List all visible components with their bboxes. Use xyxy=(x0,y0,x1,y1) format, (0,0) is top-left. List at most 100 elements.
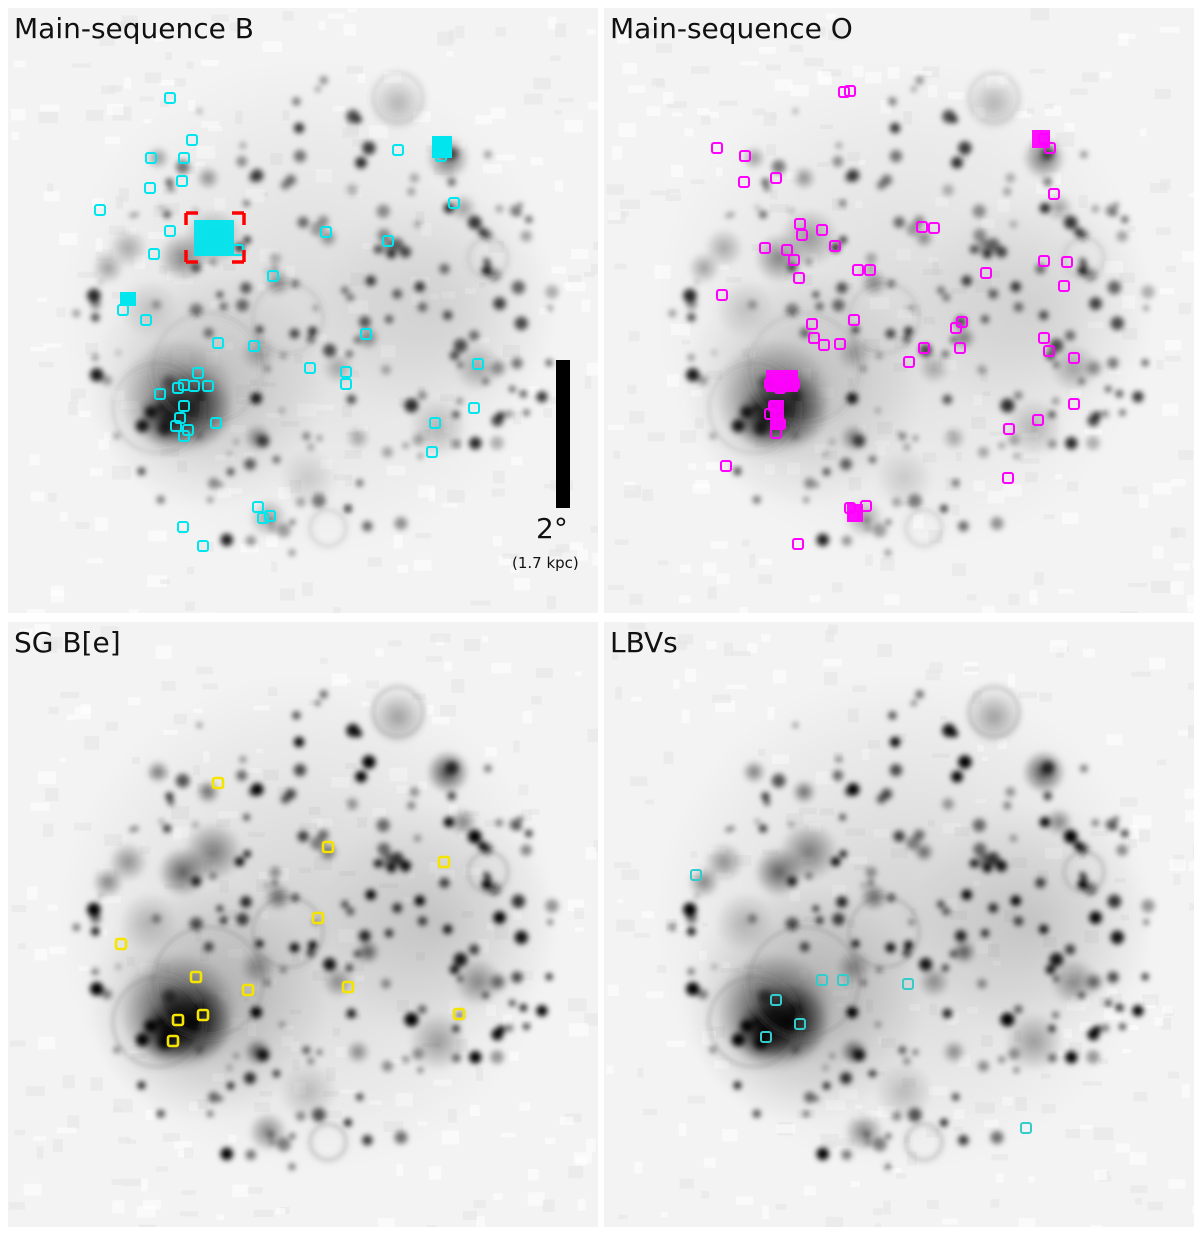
star-marker xyxy=(864,264,876,276)
star-marker xyxy=(1058,280,1070,292)
star-marker xyxy=(739,150,751,162)
star-marker xyxy=(211,776,225,790)
star-marker xyxy=(770,994,782,1006)
star-marker xyxy=(114,937,128,951)
star-marker xyxy=(145,152,157,164)
star-marker xyxy=(781,244,793,256)
star-marker xyxy=(837,974,849,986)
star-marker xyxy=(816,974,828,986)
star-marker xyxy=(382,235,394,247)
star-marker xyxy=(170,420,182,432)
star-marker xyxy=(177,521,189,533)
lbv-emission-map xyxy=(606,623,1194,1227)
star-marker xyxy=(794,218,806,230)
star-marker xyxy=(816,224,828,236)
star-cluster-fill xyxy=(770,400,784,430)
star-marker xyxy=(954,342,966,354)
scale-bar-angle-label: 2° xyxy=(536,512,568,545)
star-marker xyxy=(304,362,316,374)
star-marker xyxy=(738,176,750,188)
star-marker xyxy=(1068,352,1080,364)
star-marker xyxy=(1068,398,1080,410)
ms-o-emission-map xyxy=(606,8,1194,613)
star-marker xyxy=(796,229,808,241)
star-marker xyxy=(980,267,992,279)
ms-b-emission-map xyxy=(10,8,598,613)
sg-be-title: SG B[e] xyxy=(14,626,121,659)
star-marker xyxy=(448,197,460,209)
star-marker xyxy=(788,254,800,266)
star-marker xyxy=(711,142,723,154)
star-marker xyxy=(248,340,260,352)
lbv-markers xyxy=(690,869,1032,1134)
star-marker xyxy=(196,1008,210,1022)
star-marker xyxy=(264,510,276,522)
star-cluster-fill xyxy=(432,136,452,158)
star-marker xyxy=(171,1013,185,1027)
star-marker xyxy=(716,289,728,301)
star-marker xyxy=(241,983,255,997)
star-cluster-fill xyxy=(847,504,863,522)
star-marker xyxy=(794,1018,806,1030)
star-marker xyxy=(429,417,441,429)
star-marker xyxy=(178,400,190,412)
star-marker xyxy=(94,204,106,216)
star-marker xyxy=(720,460,732,472)
star-marker xyxy=(148,248,160,260)
star-marker xyxy=(311,911,325,925)
highlight-box xyxy=(184,211,246,264)
star-marker xyxy=(759,242,771,254)
star-marker xyxy=(360,328,372,340)
star-marker xyxy=(690,869,702,881)
star-marker xyxy=(793,272,805,284)
panel-sg-be: SG B[e] xyxy=(8,622,598,1227)
sg-be-markers xyxy=(114,776,466,1048)
star-marker xyxy=(232,244,244,256)
star-marker xyxy=(1020,1122,1032,1134)
star-marker xyxy=(808,332,820,344)
star-marker xyxy=(834,338,846,350)
star-marker xyxy=(928,222,940,234)
star-marker xyxy=(257,512,269,524)
star-marker xyxy=(770,172,782,184)
star-cluster-fill xyxy=(194,220,234,256)
star-marker xyxy=(452,1007,466,1021)
star-marker xyxy=(154,388,166,400)
scale-bar-line xyxy=(556,360,570,508)
star-marker xyxy=(838,86,850,98)
star-marker xyxy=(320,226,332,238)
panel-lbv: LBVs xyxy=(604,622,1194,1227)
star-marker xyxy=(340,366,352,378)
star-marker xyxy=(117,304,129,316)
star-marker xyxy=(340,378,352,390)
star-marker xyxy=(202,380,214,392)
star-marker xyxy=(192,367,204,379)
star-marker xyxy=(1048,188,1060,200)
star-marker xyxy=(468,402,480,414)
star-marker xyxy=(166,1034,180,1048)
star-marker xyxy=(172,382,184,394)
star-marker xyxy=(852,264,864,276)
star-marker xyxy=(197,540,209,552)
star-marker xyxy=(144,182,156,194)
star-marker xyxy=(1003,423,1015,435)
panel-ms-o: Main-sequence O xyxy=(604,8,1194,613)
star-marker xyxy=(321,840,335,854)
star-marker xyxy=(210,417,222,429)
star-marker xyxy=(902,978,914,990)
star-marker xyxy=(916,221,928,233)
star-marker xyxy=(188,380,200,392)
star-marker xyxy=(426,446,438,458)
star-marker xyxy=(178,152,190,164)
star-marker xyxy=(1043,345,1055,357)
star-marker xyxy=(760,1031,772,1043)
star-marker xyxy=(1061,256,1073,268)
star-marker xyxy=(392,144,404,156)
star-marker xyxy=(189,970,203,984)
star-marker xyxy=(1038,255,1050,267)
star-marker xyxy=(818,339,830,351)
star-marker xyxy=(956,316,968,328)
star-marker xyxy=(186,134,198,146)
star-marker xyxy=(903,356,915,368)
star-cluster-fill xyxy=(766,370,798,392)
